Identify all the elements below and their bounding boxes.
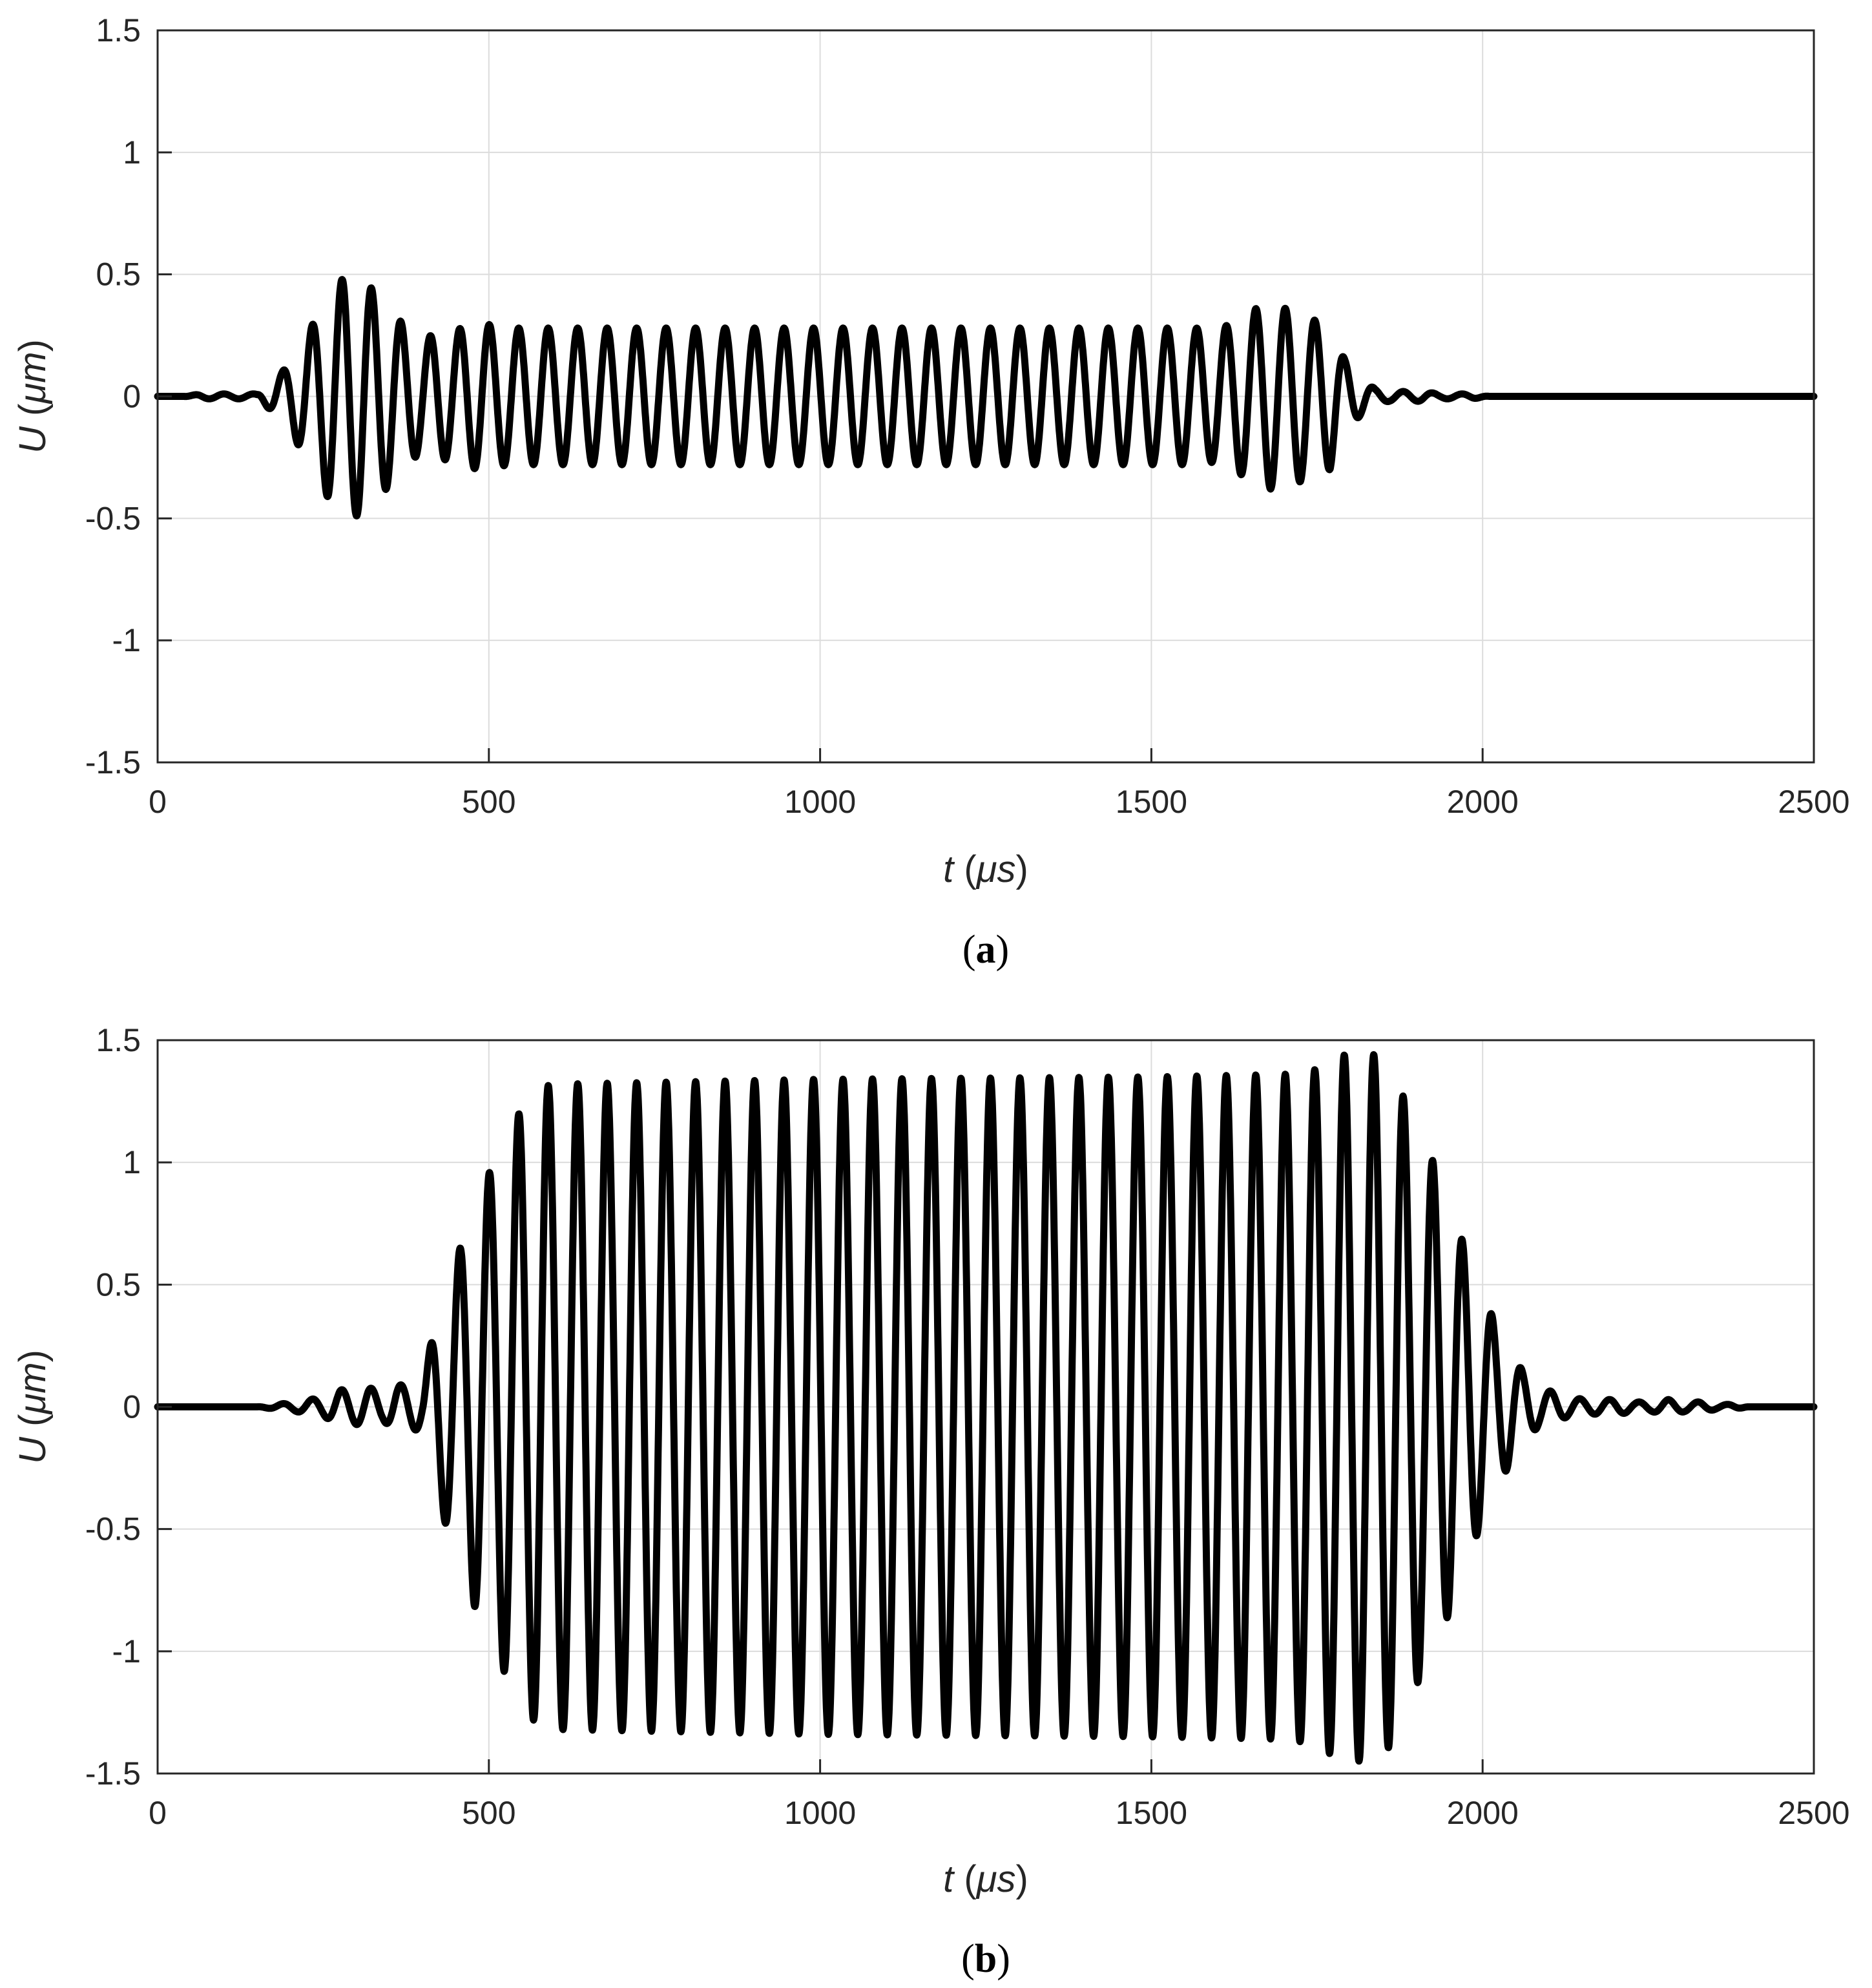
panel-b-y-axis-label: U (μm) <box>12 1350 54 1464</box>
panel-a-y-axis-label: U (μm) <box>12 339 54 454</box>
panel-b-x-axis-var: t <box>943 1858 955 1900</box>
panel-b-displacement-trace <box>154 1051 1818 1765</box>
panel-b-x-axis-label: t (μs) <box>943 1858 1028 1900</box>
panel-b-x-axis-unit: μs <box>975 1858 1016 1900</box>
panel-b-xtick-label-0: 0 <box>149 1795 167 1831</box>
panel-b-y-ticks: -1.5 -1 -0.5 0 0.5 1 1.5 <box>85 1022 172 1792</box>
panel-a-caption-close: ) <box>996 928 1010 972</box>
panel-b-y-axis-var: U <box>12 1436 54 1464</box>
panel-a-x-axis-close-paren: ) <box>1016 848 1028 890</box>
panel-a-chart: 0 500 1000 1500 2000 2500 -1.5-1-0.500.511.5 … <box>12 12 1850 972</box>
panel-b-ytick-label-5: 1 <box>123 1144 141 1180</box>
panel-a-x-axis-var: t <box>943 848 955 890</box>
panel-a-caption: (a) <box>962 928 1009 972</box>
panel-b-ytick-label-2: -0.5 <box>85 1511 141 1547</box>
panel-a-x-axis-unit: μs <box>975 848 1016 890</box>
panel-a-caption-open: ( <box>962 928 976 972</box>
panel-b-xtick-label-5: 2500 <box>1778 1795 1849 1831</box>
panel-b-y-axis-unit: μm <box>12 1362 54 1415</box>
panel-a-ytick-label-4: 0.5 <box>96 256 141 293</box>
panel-b-ytick-label-0: -1.5 <box>85 1755 141 1792</box>
panel-a-xtick-label-5: 2500 <box>1778 784 1849 820</box>
panel-a-xtick-label-2: 1000 <box>784 784 856 820</box>
panel-b-x-axis-close-paren: ) <box>1016 1858 1028 1900</box>
panel-a-y-axis-unit: μm <box>12 351 54 404</box>
panel-b-xtick-label-2: 1000 <box>784 1795 856 1831</box>
panel-b-caption-close: ) <box>997 1937 1010 1981</box>
panel-b-y-axis-open-paren: ( <box>12 1414 54 1437</box>
panel-a-y-axis-var: U <box>12 426 54 454</box>
panel-a-x-axis-label: t (μs) <box>943 848 1028 890</box>
panel-b-xtick-label-1: 500 <box>462 1795 515 1831</box>
panel-b-caption-letter: b <box>975 1937 997 1981</box>
panel-a-xtick-label-0: 0 <box>149 784 167 820</box>
panel-b-ytick-label-4: 0.5 <box>96 1266 141 1303</box>
panel-a-y-axis-close-paren: ) <box>12 339 54 351</box>
panel-a-xtick-label-4: 2000 <box>1447 784 1519 820</box>
panel-a-x-axis-open-paren: ( <box>953 848 976 890</box>
panel-a-ytick-label-3: 0 <box>123 379 141 415</box>
panel-a-xtick-label-3: 1500 <box>1116 784 1187 820</box>
panel-b-caption-open: ( <box>961 1937 975 1981</box>
panel-a-caption-letter: a <box>976 928 996 972</box>
panel-b-y-axis-close-paren: ) <box>12 1350 54 1362</box>
panel-a-y-axis-open-paren: ( <box>12 404 54 426</box>
panel-b-ytick-label-1: -1 <box>112 1633 141 1669</box>
panel-a-displacement-trace <box>154 276 1818 519</box>
panel-b-caption: (b) <box>961 1937 1010 1981</box>
panel-a-ytick-label-0: -1.5 <box>85 744 141 780</box>
panel-b-x-ticks: 0 500 1000 1500 2000 2500 <box>149 1759 1850 1831</box>
panel-a-ytick-label-6: 1.5 <box>96 12 141 48</box>
panel-b-ytick-label-6: 1.5 <box>96 1022 141 1058</box>
panel-b-xtick-label-3: 1500 <box>1116 1795 1187 1831</box>
panel-a-ytick-label-2: -0.5 <box>85 500 141 536</box>
panel-a-ytick-label-5: 1 <box>123 134 141 171</box>
panel-a-xtick-label-1: 500 <box>462 784 515 820</box>
panel-b-x-axis-open-paren: ( <box>953 1858 976 1900</box>
panel-a-y-ticks: -1.5 -1 -0.5 0 0.5 1 1.5 <box>85 12 172 780</box>
panel-b-chart: 0 500 1000 1500 2000 2500 -1.5-1-0.500.511.5 … <box>12 1022 1850 1981</box>
panel-a-x-ticks: 0 500 1000 1500 2000 2500 <box>149 748 1850 820</box>
panel-a-ytick-label-1: -1 <box>112 622 141 658</box>
panel-b-ytick-label-3: 0 <box>123 1389 141 1425</box>
panel-b-xtick-label-4: 2000 <box>1447 1795 1519 1831</box>
